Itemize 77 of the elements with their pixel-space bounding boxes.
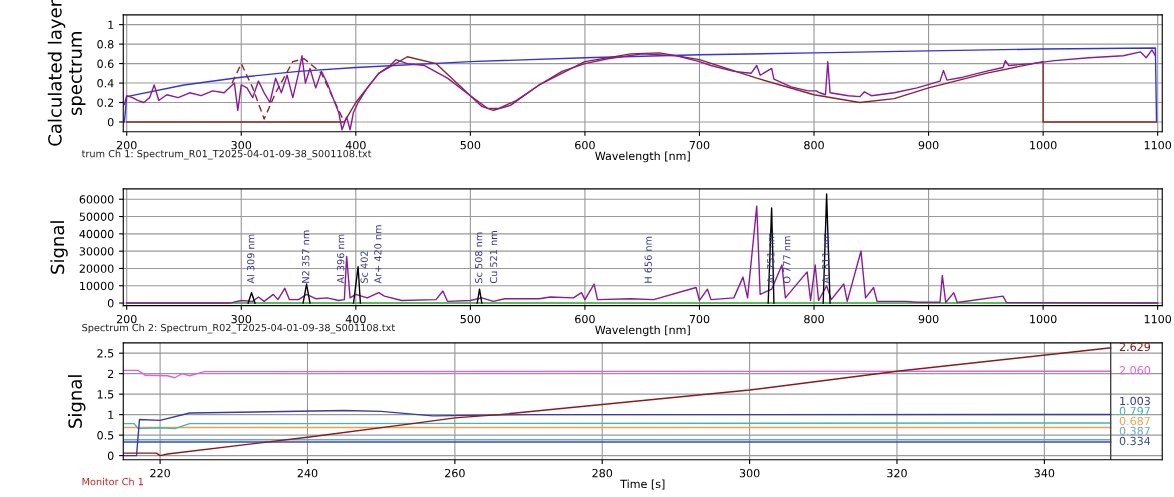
x-tick-label: 800 [804,314,824,324]
data-label: 0.797 [1119,406,1150,416]
y-tick-label: 20000 [79,264,114,273]
y-axis-title: Signal [67,375,86,428]
y-tick-label: 10000 [80,281,114,291]
y-tick-label: 0 [107,117,114,127]
annotation: Ar+ 420 nm [374,225,382,284]
x-tick-label: 320 [887,468,907,478]
line-series [123,347,1112,457]
data-label: 0.387 [1119,426,1150,436]
line-series [126,205,1159,304]
y-axis-title: Calculated layer spectrum [47,0,86,146]
x-tick-label: 700 [689,140,710,150]
x-tick-label: 400 [345,314,366,324]
text: trum Ch 1: Spectrum_R01_T2025-04-01-09-38_S001108.txt [81,149,372,160]
y-axis-title: Signal [50,221,68,274]
x-axis-title: Time [s] [620,479,665,490]
y-tick-label: 2 [107,369,114,378]
y-tick-label: 0.6 [97,59,114,68]
annotation: N2 357 nm [302,230,310,283]
y-tick-label: 0 [107,299,114,308]
x-tick-label: 600 [575,140,595,150]
data-label: 0.334 [1119,436,1151,446]
y-tick-label: 0.5 [97,431,114,440]
x-tick-label: 240 [297,468,318,478]
x-tick-label: 800 [804,140,824,150]
x-tick-label: 1000 [1030,314,1057,324]
x-tick-label: 200 [116,140,137,150]
x-tick-label: 260 [445,468,465,478]
x-tick-label: 1100 [1144,140,1172,150]
y-tick-label: 0.2 [97,98,114,107]
x-tick-label: 1000 [1030,140,1057,150]
x-axis-title: Wavelength [nm] [595,325,690,337]
annotation: Sc 402 [360,251,368,283]
x-tick-label: 340 [1034,468,1055,478]
x-tick-label: 700 [689,314,710,324]
y-tick-label: 0.8 [97,40,114,49]
y-tick-label: 60000 [79,195,114,204]
data-label: 1.003 [1120,396,1150,406]
x-tick-label: 300 [739,468,760,478]
data-label: 2.629 [1119,342,1151,352]
annotation: Ar 811 nm [822,233,830,284]
x-tick-label: 900 [918,314,939,324]
y-tick-label: 30000 [79,247,114,256]
x-tick-label: 400 [345,140,366,150]
x-tick-label: 1100 [1144,314,1172,324]
text: Monitor Ch 1 [82,477,143,486]
x-tick-label: 280 [592,468,613,478]
y-tick-label: 0.4 [97,79,114,88]
annotation: Al 396 nm [336,234,345,284]
annotation: H 656 nm [644,236,652,283]
annotation: Sc 508 nm [474,232,483,283]
y-tick-label: 40000 [79,229,114,239]
data-label: 0.687 [1119,416,1150,426]
annotation: Cu 521 nm [489,231,498,284]
annotation: O 777 nm [783,236,791,284]
x-tick-label: 300 [231,314,252,324]
x-tick-label: 600 [575,314,595,324]
x-tick-label: 900 [918,140,939,150]
y-tick-label: 1.5 [97,390,114,399]
annotation: Al 309 nm [246,234,255,284]
y-tick-label: 50000 [79,212,114,221]
y-tick-label: 1 [108,410,114,419]
x-tick-label: 500 [460,140,481,150]
x-tick-label: 500 [460,314,481,324]
line-series [123,409,1112,457]
x-tick-label: 200 [116,314,137,324]
x-axis-title: Wavelength [nm] [595,151,690,163]
line-series [123,369,1112,379]
annotation: Ar 751 nm [767,233,775,284]
y-tick-label: 1 [108,20,114,29]
y-tick-label: 0 [107,451,114,461]
text: Spectrum Ch 2: Spectrum_R02_T2025-04-01-09-38_S001108.txt [82,323,395,334]
x-tick-label: 220 [150,468,170,478]
x-tick-label: 300 [231,140,252,150]
y-tick-label: 2.5 [97,349,114,358]
data-label: 2.060 [1119,366,1151,375]
